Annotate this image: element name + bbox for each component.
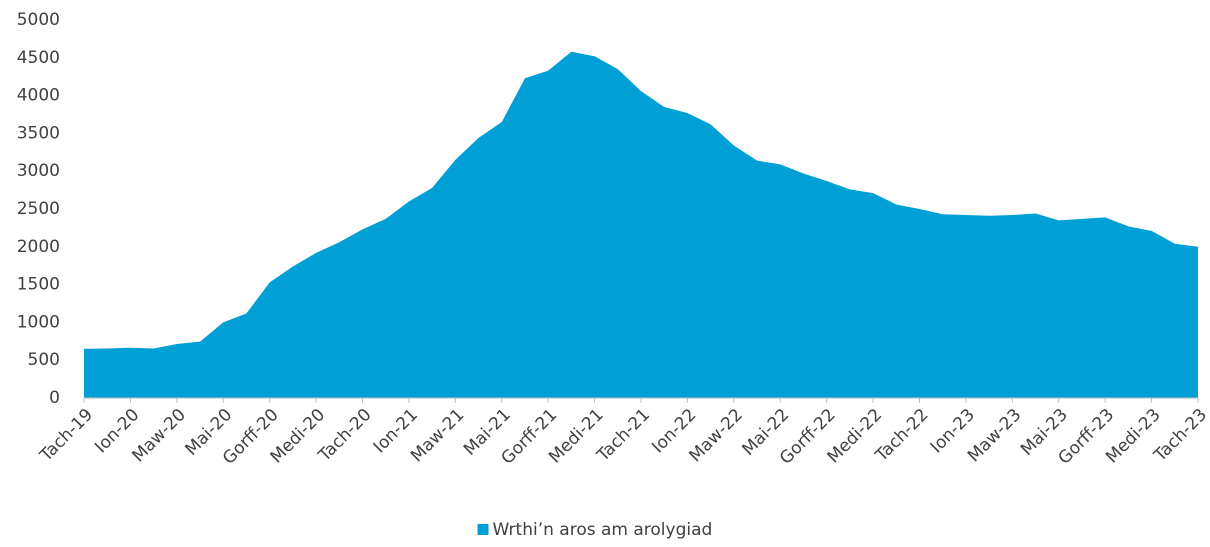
- legend-label: Wrthi’n aros am arolygiad: [493, 520, 713, 540]
- legend-swatch: [477, 524, 489, 535]
- y-tick-label: 0: [49, 388, 60, 408]
- y-tick-label: 4000: [17, 86, 60, 106]
- y-tick-label: 4500: [17, 48, 60, 68]
- y-tick-label: 2500: [17, 199, 60, 219]
- y-tick-label: 5000: [17, 10, 60, 30]
- y-tick-label: 3500: [17, 123, 60, 143]
- area: [84, 51, 1198, 398]
- y-tick-label: 2000: [17, 237, 60, 257]
- y-tick-label: 3000: [17, 161, 60, 181]
- y-tick-label: 500: [28, 350, 60, 370]
- y-tick-label: 1500: [17, 275, 60, 295]
- x-tick-label: Tach-19: [36, 405, 97, 466]
- y-tick-label: 1000: [17, 312, 60, 332]
